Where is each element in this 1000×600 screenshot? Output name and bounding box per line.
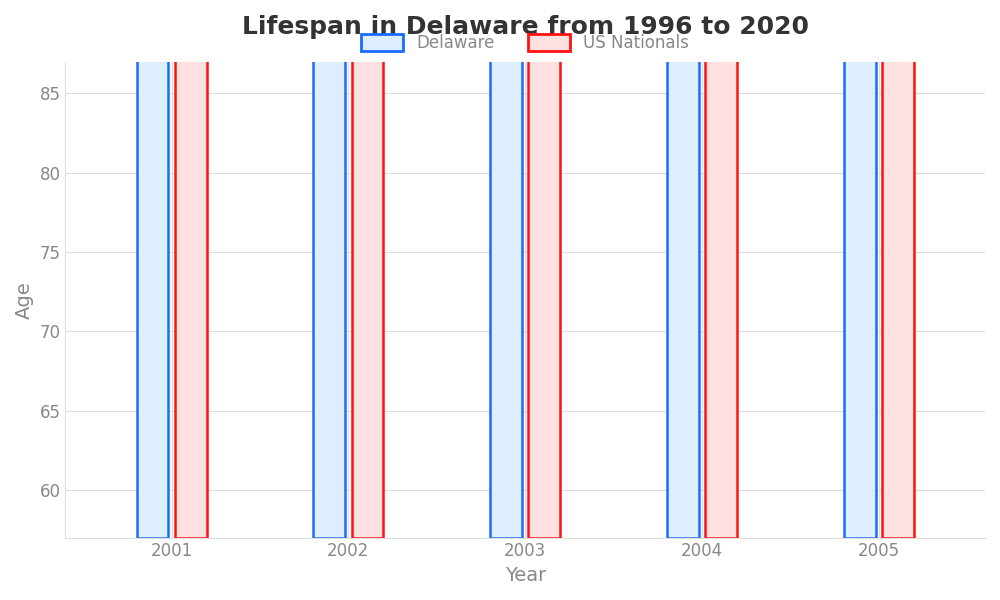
- Title: Lifespan in Delaware from 1996 to 2020: Lifespan in Delaware from 1996 to 2020: [242, 15, 809, 39]
- Bar: [137, 0, 168, 538]
- Bar: [528, 0, 560, 538]
- Legend: Delaware, US Nationals: Delaware, US Nationals: [355, 27, 696, 59]
- Bar: [705, 0, 737, 538]
- Bar: [844, 0, 876, 538]
- Bar: [352, 0, 383, 538]
- Bar: [882, 0, 914, 538]
- X-axis label: Year: Year: [505, 566, 546, 585]
- Bar: [667, 0, 699, 538]
- Y-axis label: Age: Age: [15, 281, 34, 319]
- Bar: [490, 0, 522, 538]
- Bar: [313, 0, 345, 538]
- Bar: [175, 0, 207, 538]
